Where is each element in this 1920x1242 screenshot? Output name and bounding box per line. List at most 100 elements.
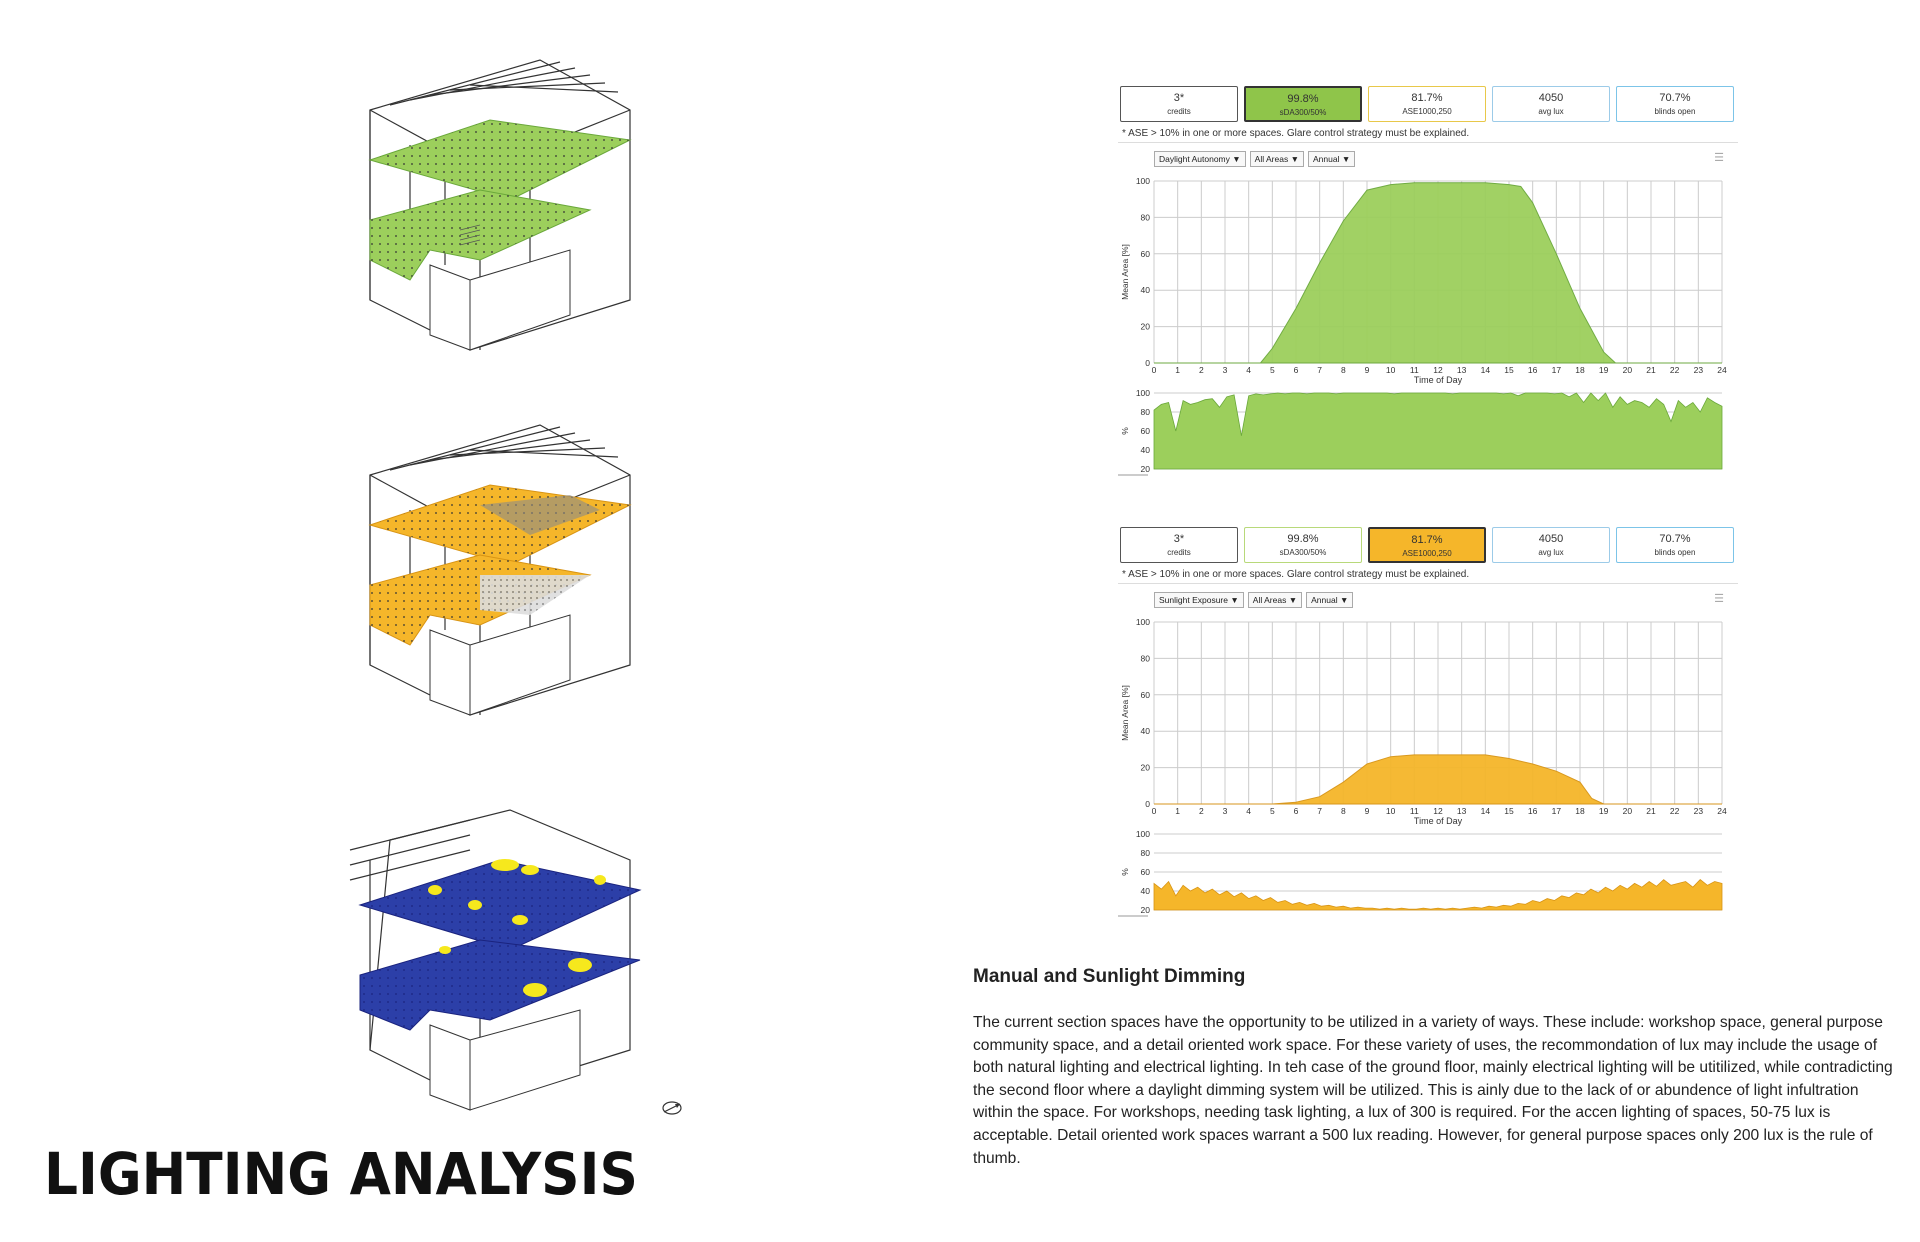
y-tick-label: 20 [1141,905,1151,915]
x-tick-label: 2 [1199,806,1204,816]
page-title: LIGHTING ANALYSIS [44,1140,638,1208]
x-tick-label: 24 [1717,365,1727,375]
north-arrow-icon [662,1101,682,1115]
metric-select[interactable]: Sunlight Exposure ▼ [1154,592,1244,608]
x-tick-label: 5 [1270,806,1275,816]
annual-area-series [1153,879,1723,911]
x-axis-label: Time of Day [1414,816,1463,826]
x-tick-label: 3 [1223,365,1228,375]
x-tick-label: 7 [1317,806,1322,816]
metric-avg-lux[interactable]: 4050 avg lux [1492,527,1610,563]
dropdown-caret-icon: ▼ [1290,154,1300,164]
x-tick-label: 7 [1317,365,1322,375]
x-tick-label: 18 [1575,365,1585,375]
area-series [1154,754,1722,805]
daylight-autonomy-chart: 0 1 2 3 4 5 6 7 8 9 10 11 12 13 14 15 16 17 18 19 20 21 22 23 24… [1118,176,1727,476]
ase-note: * ASE > 10% in one or more spaces. Glare… [1122,128,1470,139]
y-tick-label: 80 [1141,212,1151,222]
x-tick-label: 6 [1294,806,1299,816]
x-tick-label: 22 [1670,365,1680,375]
section-paragraph: The current section spaces have the oppo… [973,1014,1893,1167]
metric-blinds-open[interactable]: 70.7% blinds open [1616,527,1734,563]
metric-sda[interactable]: 99.8% sDA300/50% [1244,86,1362,122]
x-tick-label: 19 [1599,806,1609,816]
x-tick-label: 10 [1386,365,1396,375]
y-axis-label: % [1120,427,1130,435]
area-select[interactable]: All Areas ▼ [1249,151,1305,167]
x-tick-label: 14 [1481,806,1491,816]
x-tick-label: 15 [1504,806,1514,816]
area-select[interactable]: All Areas ▼ [1247,592,1303,608]
chart-container: Daylight Autonomy ▼ All Areas ▼ Annual ▼… [1118,142,1738,508]
dropdown-caret-icon: ▼ [1230,595,1239,605]
dropdown-caret-icon: ▼ [1339,595,1349,605]
dropdown-caret-icon: ▼ [1288,595,1298,605]
y-tick-label: 80 [1141,848,1151,858]
x-tick-label: 0 [1152,365,1157,375]
x-tick-label: 23 [1694,806,1704,816]
x-tick-label: 18 [1575,806,1585,816]
metric-blinds-open[interactable]: 70.7% blinds open [1616,86,1734,122]
metric-credits[interactable]: 3* credits [1120,86,1238,122]
x-tick-label: 4 [1246,365,1251,375]
metric-sda[interactable]: 99.8% sDA300/50% [1244,527,1362,563]
x-tick-label: 13 [1457,806,1467,816]
y-tick-label: 40 [1141,445,1151,455]
y-tick-label: 80 [1141,407,1151,417]
x-tick-label: 11 [1410,365,1419,375]
x-tick-label: 21 [1646,806,1656,816]
x-tick-label: 19 [1599,365,1609,375]
metric-ase[interactable]: 81.7% ASE1000,250 [1368,86,1486,122]
y-tick-label: 100 [1136,388,1150,398]
period-select[interactable]: Annual ▼ [1308,151,1356,167]
metric-credits[interactable]: 3* credits [1120,527,1238,563]
metric-select[interactable]: Daylight Autonomy ▼ [1154,151,1246,167]
x-tick-label: 4 [1246,806,1251,816]
metric-avg-lux[interactable]: 4050 avg lux [1492,86,1610,122]
x-tick-label: 23 [1694,365,1704,375]
x-tick-label: 0 [1152,806,1157,816]
x-tick-label: 16 [1528,806,1538,816]
x-tick-label: 8 [1341,365,1346,375]
x-tick-label: 15 [1504,365,1514,375]
x-tick-label: 20 [1623,365,1633,375]
dropdown-caret-icon: ▼ [1341,154,1351,164]
x-tick-label: 12 [1433,806,1443,816]
x-tick-label: 24 [1717,806,1727,816]
y-tick-label: 80 [1141,653,1151,663]
metric-ase[interactable]: 81.7% ASE1000,250 [1368,527,1486,563]
ase-note: * ASE > 10% in one or more spaces. Glare… [1122,569,1470,580]
x-tick-label: 2 [1199,365,1204,375]
metrics-bar: 3* credits 99.8% sDA300/50% 81.7% ASE1000,2… [1118,86,1758,124]
hamburger-menu-icon[interactable]: ☰ [1714,593,1724,605]
x-tick-label: 22 [1670,806,1680,816]
y-tick-label: 20 [1141,322,1151,332]
x-tick-label: 16 [1528,365,1538,375]
y-axis-label: % [1120,868,1130,876]
x-tick-label: 17 [1552,806,1562,816]
y-tick-label: 0 [1145,358,1150,368]
x-tick-label: 5 [1270,365,1275,375]
x-tick-label: 17 [1552,365,1562,375]
y-tick-label: 60 [1141,867,1151,877]
y-tick-label: 20 [1141,763,1151,773]
x-tick-label: 13 [1457,365,1467,375]
y-axis-label: Mean Area [%] [1120,685,1130,741]
x-tick-label: 14 [1481,365,1491,375]
daylight-autonomy-panel: 3* credits 99.8% sDA300/50% 81.7% ASE1000,2… [1118,86,1758,508]
period-select[interactable]: Annual ▼ [1306,592,1354,608]
y-axis-label: Mean Area [%] [1120,244,1130,300]
y-tick-label: 60 [1141,249,1151,259]
hamburger-menu-icon[interactable]: ☰ [1714,152,1724,164]
y-tick-label: 60 [1141,690,1151,700]
x-tick-label: 9 [1365,365,1370,375]
building-diagram-electric-lighting [349,809,642,1111]
x-tick-label: 9 [1365,806,1370,816]
building-diagram-sunlight-exposure [368,424,632,716]
metrics-bar: 3* credits 99.8% sDA300/50% 81.7% ASE1000,2… [1118,527,1758,565]
section-heading: Manual and Sunlight Dimming [973,966,1246,987]
x-tick-label: 11 [1410,806,1419,816]
x-tick-label: 1 [1175,365,1180,375]
sunlight-exposure-chart: 0 1 2 3 4 5 6 7 8 9 10 11 12 13 14 15 16 17 18 19 20 21 22 23 24… [1118,617,1727,917]
annual-area-series [1153,392,1723,470]
